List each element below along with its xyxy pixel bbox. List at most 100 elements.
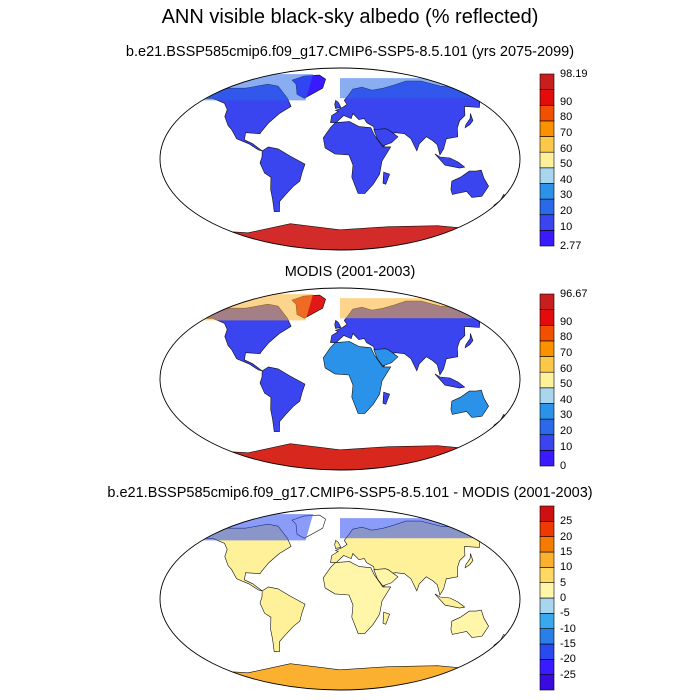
main-title: ANN visible black-sky albedo (% reflecte… [161, 6, 539, 28]
colorbar-tick-label: 50 [560, 378, 573, 391]
colorbar-swatch [539, 418, 555, 436]
land-japan [464, 113, 474, 129]
land-madagascar [382, 171, 390, 185]
colorbar-tick-label: 60 [560, 362, 573, 375]
colorbar-swatch [539, 505, 555, 522]
panel-3-colorbar [539, 505, 555, 691]
colorbar-tick-label: 80 [560, 111, 573, 124]
land-uk [334, 99, 342, 109]
colorbar-tick-label: 80 [560, 331, 573, 344]
colorbar-swatch [539, 151, 555, 169]
colorbar-swatch [539, 198, 555, 216]
land-arabia [373, 348, 399, 367]
colorbar-tick-label: 0 [560, 460, 567, 472]
land-antarctica [198, 443, 483, 470]
colorbar-tick-label: 30 [560, 409, 573, 422]
colorbar-swatch [539, 643, 555, 660]
panel-2-colorbar [539, 293, 555, 467]
colorbar-tick-label: 25 [560, 515, 573, 528]
colorbar-tick-label: -15 [560, 638, 576, 650]
panel-3-title: b.e21.BSSP585cmip6.f09_g17.CMIP6-SSP5-8.… [107, 485, 593, 501]
land-indonesia [434, 153, 466, 169]
colorbar-swatch [539, 613, 555, 629]
colorbar-tick-label: -10 [560, 622, 576, 635]
colorbar-swatch [539, 582, 555, 599]
colorbar-swatch [539, 597, 555, 614]
colorbar-swatch [539, 403, 555, 420]
colorbar-swatch [539, 340, 555, 357]
land-antarctica [198, 223, 483, 250]
land-antarctica [198, 663, 483, 690]
colorbar-tick-label: 98.19 [560, 68, 588, 80]
colorbar-tick-label: 40 [560, 393, 573, 406]
colorbar-swatch [539, 450, 555, 467]
colorbar-tick-label: -25 [560, 668, 576, 681]
land-africa [322, 121, 392, 194]
land-africa [322, 561, 392, 634]
colorbar-swatch [539, 536, 555, 553]
arctic-land-band [193, 514, 493, 541]
colorbar-tick-label: 90 [560, 315, 573, 328]
land-africa [322, 341, 392, 414]
colorbar-tick-label: 5 [560, 576, 567, 589]
colorbar-swatch [539, 167, 555, 184]
panel-1-title: b.e21.BSSP585cmip6.f09_g17.CMIP6-SSP5-8.… [125, 44, 575, 60]
colorbar-tick-label: 70 [560, 126, 573, 139]
colorbar-swatch [539, 521, 555, 537]
land-indonesia [434, 593, 466, 609]
colorbar-tick-label: 10 [560, 561, 573, 574]
colorbar-swatch [539, 371, 555, 389]
colorbar-swatch [539, 89, 555, 106]
colorbar-swatch [539, 434, 555, 451]
colorbar-swatch [539, 324, 555, 342]
land-japan [464, 553, 474, 569]
panel-2-map [159, 287, 521, 471]
colorbar-swatch [539, 659, 555, 675]
panel-1-map [159, 67, 521, 251]
colorbar-swatch [539, 628, 555, 645]
colorbar-swatch [539, 567, 555, 583]
colorbar-tick-label: 30 [560, 189, 573, 202]
panel-2-title: MODIS (2001-2003) [284, 264, 416, 280]
colorbar-tick-label: 90 [560, 95, 573, 108]
colorbar-swatch [539, 293, 555, 310]
land-southAmerica [259, 366, 306, 432]
colorbar-tick-label: 60 [560, 142, 573, 155]
colorbar-swatch [539, 551, 555, 568]
colorbar-tick-label: 96.67 [560, 288, 588, 300]
panel-1-colorbar [539, 73, 555, 247]
land-australia [450, 169, 489, 198]
land-madagascar [382, 611, 390, 625]
colorbar-tick-label: 0 [560, 592, 567, 604]
colorbar-tick-label: 40 [560, 173, 573, 186]
colorbar-swatch [539, 674, 555, 691]
colorbar-tick-label: 70 [560, 346, 573, 359]
colorbar-tick-label: 20 [560, 205, 573, 218]
land-indonesia [434, 373, 466, 389]
land-japan [464, 333, 474, 349]
land-uk [334, 319, 342, 329]
colorbar-swatch [539, 120, 555, 137]
land-australia [450, 609, 489, 638]
colorbar-tick-label: 20 [560, 425, 573, 438]
colorbar-tick-label: -5 [560, 607, 570, 620]
land-southAmerica [259, 586, 306, 652]
colorbar-tick-label: -20 [560, 653, 576, 666]
map-outline [159, 67, 521, 251]
arctic-land-band [193, 294, 493, 321]
colorbar-swatch [539, 309, 555, 326]
colorbar-tick-label: 10 [560, 220, 573, 233]
panel-3-map [159, 507, 521, 691]
colorbar-tick-label: 2.77 [560, 240, 582, 252]
arctic-land-band [193, 74, 493, 101]
colorbar-tick-label: 50 [560, 158, 573, 171]
colorbar-swatch [539, 136, 555, 153]
land-australia [450, 389, 489, 418]
land-arabia [373, 568, 399, 587]
colorbar-swatch [539, 356, 555, 373]
land-uk [334, 539, 342, 549]
colorbar-swatch [539, 73, 555, 90]
colorbar-swatch [539, 230, 555, 247]
land-southAmerica [259, 146, 306, 212]
map-outline [159, 287, 521, 471]
